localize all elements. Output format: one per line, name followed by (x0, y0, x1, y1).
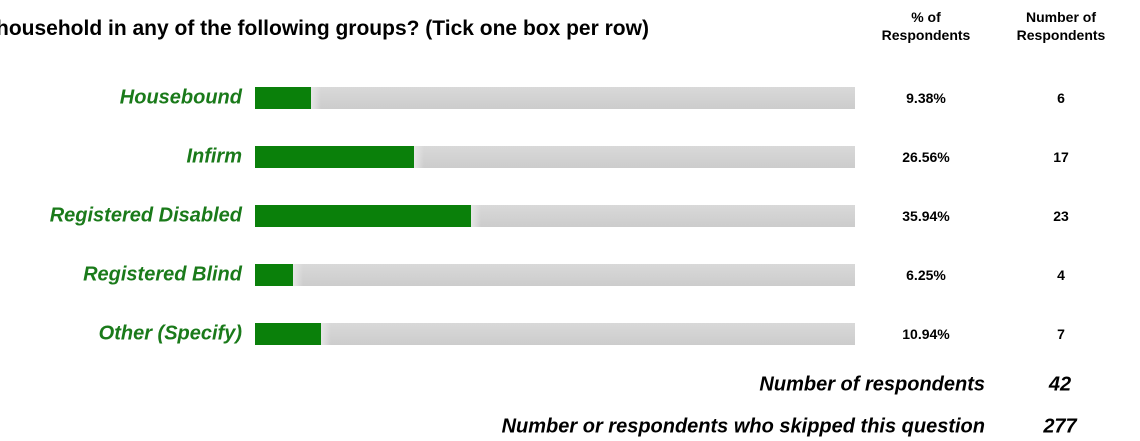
category-label: Housebound (119, 86, 242, 109)
count-value: 23 (1053, 208, 1069, 224)
bar (255, 323, 331, 345)
category-label: Other (Specify) (98, 322, 242, 345)
percent-value: 26.56% (902, 149, 950, 165)
percent-value: 6.25% (906, 267, 946, 283)
bar-track (255, 146, 855, 168)
count-column-header: Number of Respondents (996, 8, 1126, 44)
respondents-count-value: 42 (1048, 373, 1072, 396)
percent-header-line2: Respondents (881, 27, 971, 43)
bar (255, 146, 425, 168)
count-header-line2: Respondents (1016, 27, 1106, 43)
percent-value: 9.38% (906, 90, 946, 106)
count-value: 7 (1057, 326, 1065, 342)
category-label: Infirm (186, 145, 242, 168)
question-title: household in any of the following groups… (0, 17, 649, 40)
bar-track (255, 323, 855, 345)
count-value: 4 (1057, 267, 1065, 283)
percent-value: 35.94% (902, 208, 950, 224)
count-value: 6 (1057, 90, 1065, 106)
skipped-count-value: 277 (1043, 415, 1077, 438)
category-label: Registered Blind (83, 263, 242, 286)
bar-track (255, 205, 855, 227)
respondents-count-label: Number of respondents (759, 373, 985, 396)
count-header-line1: Number of (1026, 9, 1096, 25)
bar (255, 264, 302, 286)
bar-track (255, 264, 855, 286)
bar (255, 205, 481, 227)
percent-value: 10.94% (902, 326, 950, 342)
bar-track (255, 87, 855, 109)
category-label: Registered Disabled (49, 204, 242, 227)
bar (255, 87, 322, 109)
skipped-count-label: Number or respondents who skipped this q… (501, 415, 985, 438)
percent-column-header: % of Respondents (862, 8, 990, 44)
count-value: 17 (1053, 149, 1069, 165)
percent-header-line1: % of (911, 9, 941, 25)
